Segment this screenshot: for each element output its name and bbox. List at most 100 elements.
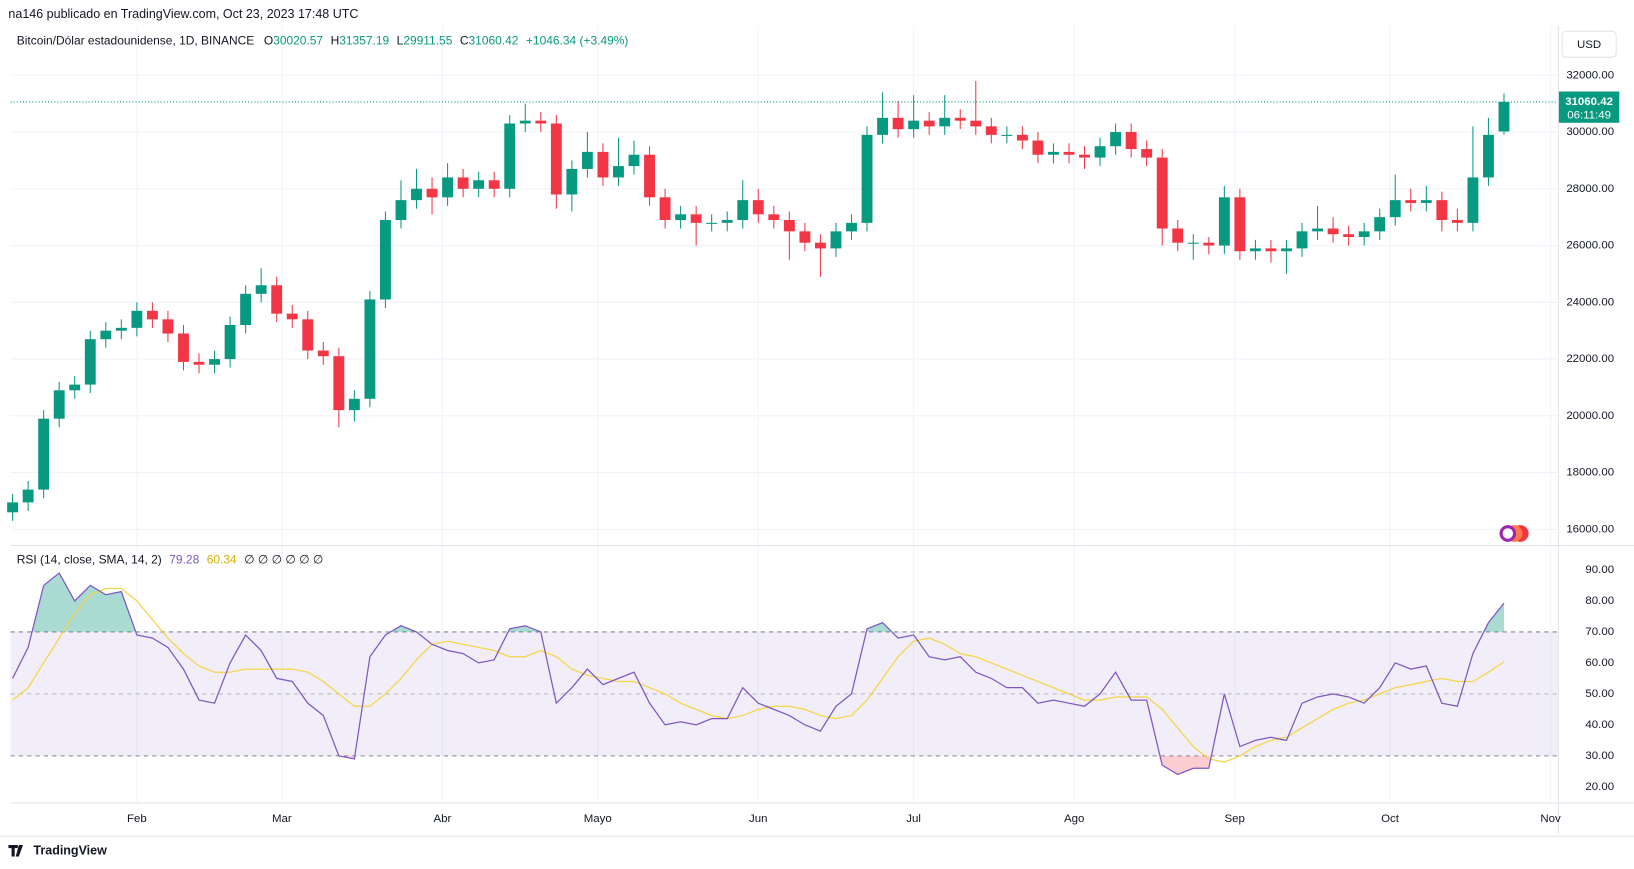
last-price-tag	[1558, 91, 1620, 123]
currency-button[interactable]	[1561, 30, 1617, 58]
candle-body	[1343, 234, 1355, 238]
ohlc-key: L	[397, 34, 404, 48]
ohlc-value: 29911.55	[403, 34, 452, 48]
y-tick-label: 60.00	[1585, 657, 1614, 669]
candle-body	[535, 120, 547, 124]
sma-last: 60.34	[207, 553, 237, 567]
candle-body	[426, 188, 438, 198]
candle-body	[457, 177, 469, 189]
y-tick-label: 32000.00	[1566, 69, 1614, 81]
sma-line	[12, 587, 1505, 763]
x-tick-label: Abr	[433, 813, 451, 825]
candle-body	[970, 120, 982, 127]
candle-body	[908, 120, 920, 130]
candle-body	[721, 220, 733, 223]
candle-body	[1249, 248, 1261, 252]
candle-body	[799, 231, 811, 243]
y-tick-label: 24000.00	[1566, 296, 1614, 308]
last-price: 31060.42	[1565, 96, 1613, 108]
candle-body	[1405, 200, 1417, 203]
candle-body	[1296, 231, 1308, 249]
candle-body	[1141, 149, 1153, 158]
brand-logo	[8, 845, 24, 857]
ohlc-value: 31060.42	[469, 34, 519, 48]
rsi-legend: RSI (14, close, SMA, 14, 2) 79.28 60.34 …	[17, 553, 324, 567]
candle-body	[395, 200, 407, 221]
candle-body	[659, 197, 671, 221]
y-tick-label: 70.00	[1585, 626, 1614, 638]
candle-body	[613, 166, 624, 178]
candle-body	[115, 327, 127, 331]
x-tick-label: Nov	[1540, 813, 1561, 825]
candle-body	[954, 117, 966, 121]
candle-body	[939, 117, 951, 127]
candle-body	[1156, 157, 1168, 229]
candle-body	[488, 180, 500, 189]
candle-body	[814, 242, 826, 249]
candle-body	[783, 220, 795, 232]
candle-body	[768, 214, 780, 221]
candle-body	[504, 123, 516, 189]
candle-body	[131, 310, 143, 328]
ohlc-value: 30020.57	[273, 34, 323, 48]
symbol: Bitcoin/Dólar estadounidense, 1D, BINANC…	[17, 34, 255, 48]
candle-body	[1389, 200, 1401, 218]
candle-body	[877, 117, 889, 135]
candle-body	[178, 333, 189, 362]
symbol-legend: Bitcoin/Dólar estadounidense, 1D, BINANC…	[17, 34, 629, 48]
candle-body	[1358, 231, 1370, 238]
icon	[1502, 528, 1514, 539]
rsi-title: RSI (14, close, SMA, 14, 2)	[17, 553, 162, 567]
candle-body	[240, 293, 252, 326]
y-tick-label: 40.00	[1585, 719, 1614, 731]
x-tick-label: Sep	[1225, 813, 1245, 825]
candle-body	[566, 168, 578, 195]
candle-body	[644, 154, 655, 198]
author-line: na146 publicado en TradingView.com, Oct …	[8, 7, 358, 21]
candle-body	[411, 188, 422, 201]
candle-body	[1374, 217, 1386, 232]
candle-body	[209, 359, 220, 365]
y-tick-label: 50.00	[1585, 688, 1614, 700]
candle-body	[1234, 197, 1246, 252]
candle-body	[752, 200, 764, 215]
candle-body	[84, 339, 96, 385]
candle-body	[333, 356, 345, 411]
plot	[7, 80, 1558, 776]
x-tick-label: Oct	[1381, 813, 1400, 825]
candle-body	[1498, 101, 1510, 132]
candle-body	[892, 117, 904, 130]
candle-body	[597, 151, 609, 178]
candle-body	[271, 285, 283, 314]
candle-body	[162, 319, 174, 334]
candle-body	[1048, 151, 1059, 155]
y-tick-label: 30.00	[1585, 750, 1614, 762]
y-tick-label: 28000.00	[1566, 183, 1614, 195]
candle-body	[1467, 177, 1479, 223]
candle-body	[1187, 242, 1199, 244]
candle-body	[348, 398, 360, 411]
candle-body	[380, 220, 391, 300]
candle-body	[519, 120, 531, 124]
candle-body	[7, 502, 19, 513]
candle-body	[255, 285, 267, 294]
candle-body	[675, 214, 687, 221]
candle-body	[286, 313, 298, 320]
candle-body	[69, 384, 81, 391]
candle-body	[690, 214, 702, 223]
candle-body	[100, 330, 112, 340]
candle-body	[1451, 220, 1463, 223]
brand: TradingView	[33, 844, 107, 858]
candle-body	[364, 299, 376, 399]
y-tick-label: 80.00	[1585, 595, 1614, 607]
x-tick-label: Mar	[272, 813, 292, 825]
ohlc-key: O	[264, 34, 273, 48]
candle-body	[923, 120, 935, 127]
ohlc-key: C	[460, 34, 469, 48]
candle-body	[302, 319, 314, 351]
candle-body	[473, 180, 485, 189]
y-tick-label: 20.00	[1585, 781, 1614, 793]
ohlc-value: 31357.19	[339, 34, 389, 48]
